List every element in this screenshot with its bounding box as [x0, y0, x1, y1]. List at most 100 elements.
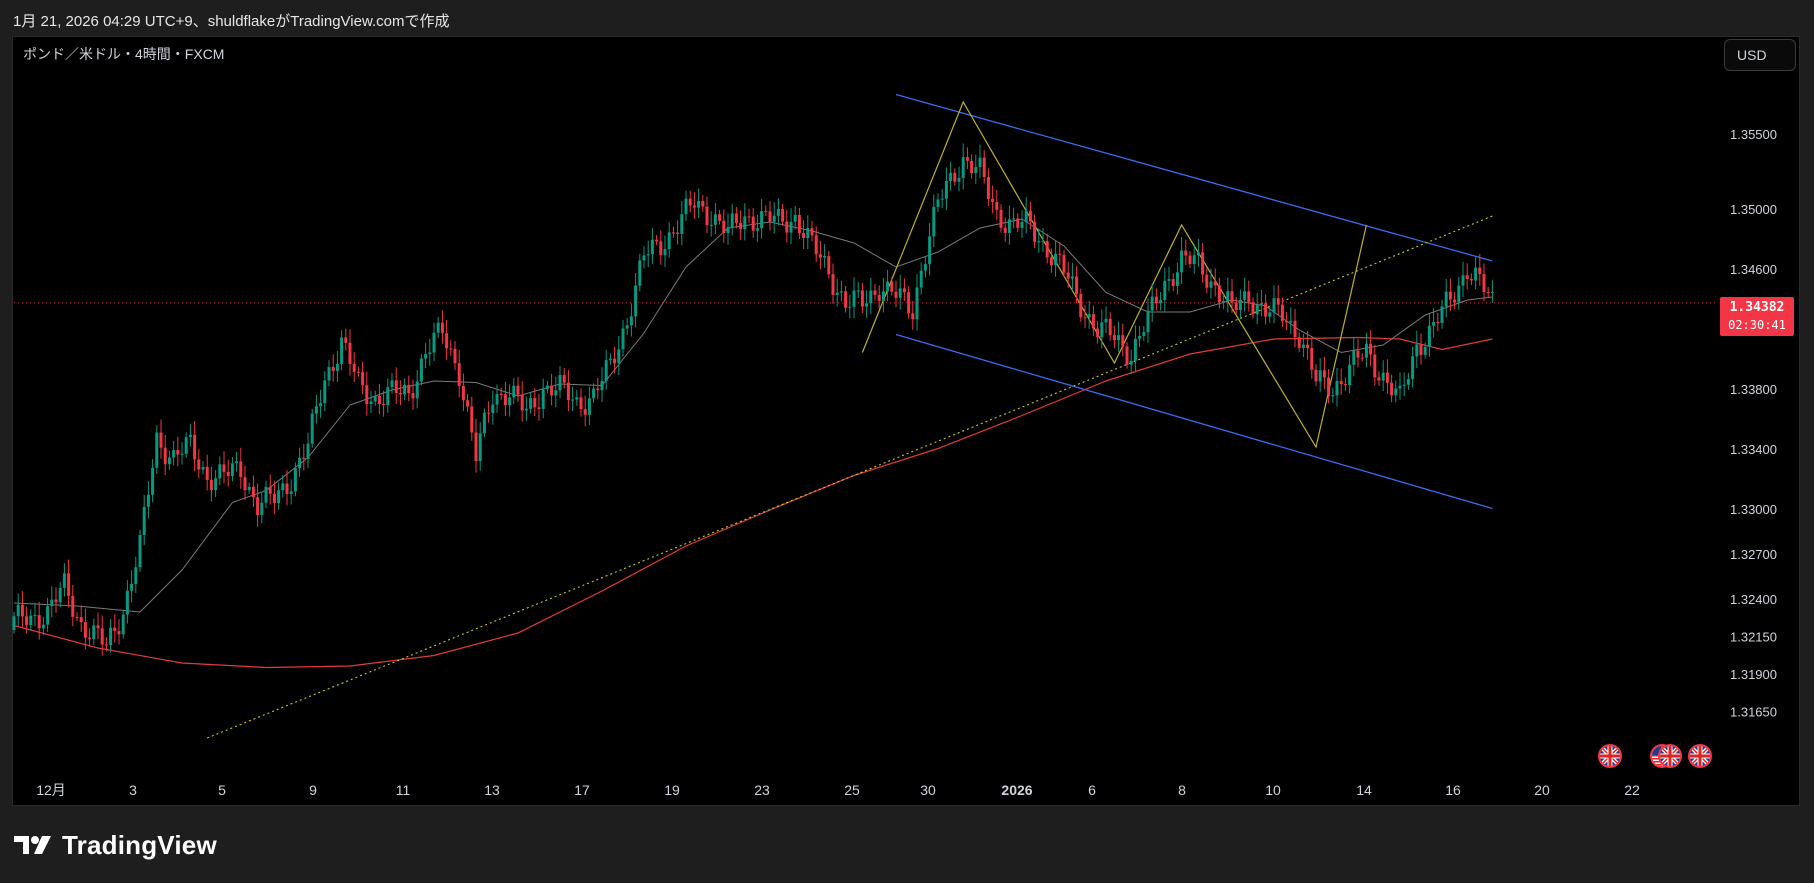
candle	[663, 235, 667, 267]
candle	[907, 286, 911, 319]
candle	[335, 351, 339, 382]
candle	[1096, 320, 1100, 344]
candle	[940, 188, 944, 208]
gb-flag-icon[interactable]	[1688, 744, 1712, 768]
candle	[995, 189, 999, 221]
candle	[1247, 280, 1251, 312]
candle-body	[1112, 335, 1116, 341]
candle	[768, 201, 772, 231]
candle-body	[747, 216, 751, 218]
candle	[503, 381, 507, 416]
candle-body	[16, 604, 20, 617]
candle	[701, 194, 705, 212]
candle-body	[1373, 354, 1377, 378]
tradingview-brand[interactable]: TradingView	[14, 827, 217, 863]
candle	[138, 529, 142, 572]
candle-body	[20, 604, 24, 617]
candle	[1003, 217, 1007, 242]
candle-body	[617, 349, 621, 364]
candle	[785, 209, 789, 243]
candle-body	[1394, 388, 1398, 396]
candle-body	[1083, 317, 1087, 319]
candle-body	[697, 201, 701, 208]
snapshot-header: 1月 21, 2026 04:29 UTC+9、shuldflakeがTradi…	[0, 0, 1814, 36]
candle	[1255, 292, 1259, 325]
candle-body	[356, 371, 360, 373]
candle-body	[667, 232, 671, 250]
candle-body	[1289, 320, 1293, 323]
gb-flag-icon[interactable]	[1598, 744, 1622, 768]
candle-body	[1243, 291, 1247, 300]
candle-body	[613, 358, 617, 364]
candle-body	[239, 461, 243, 478]
candle	[218, 456, 222, 486]
candle	[256, 483, 260, 527]
candle	[365, 371, 369, 416]
candle	[1104, 306, 1108, 334]
candle	[172, 440, 176, 466]
candle	[369, 391, 373, 414]
candle	[860, 282, 864, 313]
candle-body	[88, 637, 92, 640]
candle-body	[638, 260, 642, 286]
candle	[340, 330, 344, 371]
candle-body	[1138, 335, 1142, 339]
candle	[482, 408, 486, 438]
candle	[453, 340, 457, 370]
price-tick-label: 1.35500	[1730, 127, 1777, 142]
candle	[1024, 197, 1028, 234]
candle-body	[83, 622, 87, 638]
candle	[760, 198, 764, 239]
candle	[592, 383, 596, 403]
candle-body	[886, 281, 890, 292]
candle	[697, 188, 701, 219]
currency-button[interactable]: USD	[1724, 39, 1796, 71]
candle	[793, 205, 797, 230]
candle	[1108, 312, 1112, 341]
candle	[1390, 374, 1394, 403]
candle	[264, 480, 268, 509]
candle	[1306, 330, 1310, 360]
candle-body	[1167, 279, 1171, 281]
candle-body	[806, 228, 810, 239]
time-tick-label: 22	[1624, 782, 1640, 798]
symbol-title[interactable]: ポンド／米ドル・4時間・FXCM	[23, 46, 225, 62]
candle-body	[928, 236, 932, 265]
candle	[1331, 387, 1335, 403]
candle-body	[1478, 267, 1482, 275]
candle-body	[1444, 291, 1448, 307]
candle-body	[734, 213, 738, 223]
candle	[1285, 311, 1289, 331]
gb-flag-icon[interactable]	[1658, 744, 1682, 768]
candle-body	[62, 573, 66, 588]
candle	[424, 343, 428, 368]
candle	[12, 611, 16, 634]
candle	[1062, 249, 1066, 277]
candle-body	[1192, 255, 1196, 265]
price-tick-label: 1.34600	[1730, 262, 1777, 277]
candle-body	[1427, 325, 1431, 347]
candle	[310, 408, 314, 448]
candle	[961, 143, 965, 190]
candle-body	[1465, 275, 1469, 279]
candle-body	[1390, 382, 1394, 396]
candle	[1020, 210, 1024, 238]
candle	[915, 274, 919, 331]
candle	[751, 208, 755, 238]
candle-body	[386, 387, 390, 406]
candle	[1474, 257, 1478, 290]
candle	[491, 390, 495, 425]
candle-body	[1301, 344, 1305, 348]
candle	[71, 584, 75, 627]
candle-body	[289, 491, 293, 495]
candle	[1033, 214, 1037, 248]
candle	[982, 150, 986, 184]
candle	[1272, 285, 1276, 324]
candle-body	[1314, 369, 1318, 382]
candle	[474, 418, 478, 473]
candle	[398, 380, 402, 406]
candle-body	[1066, 272, 1070, 279]
candle-body	[1100, 322, 1104, 338]
candle	[516, 377, 520, 402]
